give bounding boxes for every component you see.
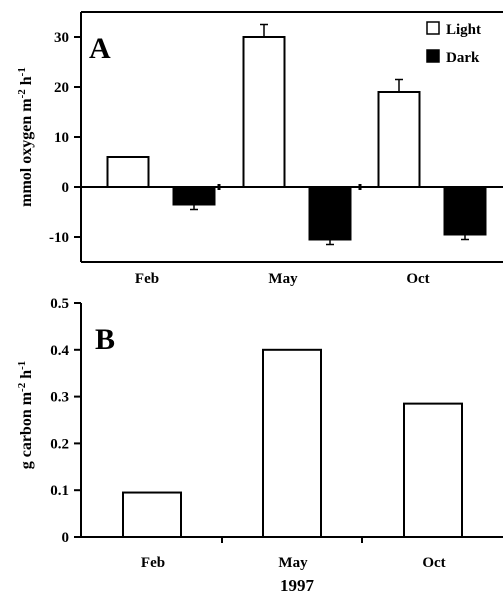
- panel-a-bar-light: [242, 36, 286, 188]
- panel-a-y-tick-label: 20: [54, 80, 69, 96]
- panel-b-y-axis-title: g carbon m-2 h-1: [16, 361, 35, 470]
- panel-a-bar-light: [377, 91, 421, 188]
- panel-b-category-label: May: [278, 555, 308, 571]
- panel-b-y-tick-label: 0.1: [50, 483, 69, 499]
- panel-a-category-label: Feb: [135, 271, 159, 287]
- panel-b-category-label: Oct: [422, 555, 445, 571]
- panel-b-bar: [262, 348, 322, 538]
- panel-a-bar-dark: [308, 186, 352, 241]
- panel-b-letter: B: [95, 323, 115, 356]
- panel-a-y-tick-label: 10: [54, 130, 69, 146]
- panel-b-bar: [122, 491, 182, 539]
- panel-a-bar-dark: [172, 186, 216, 206]
- panel-a-y-tick-label: 30: [54, 30, 69, 46]
- panel-a-bar-light: [106, 156, 150, 188]
- panel-a-bar-dark: [443, 186, 487, 236]
- panel-a-y-tick-label: -10: [49, 230, 69, 246]
- panel-b-y-tick-label: 0.4: [50, 343, 69, 359]
- legend-dark-label: Dark: [446, 50, 480, 66]
- panel-b-x-axis-title: 1997: [280, 576, 315, 595]
- panel-b-bar: [403, 402, 463, 538]
- panel-a-category-label: May: [268, 271, 298, 287]
- panel-b: 0.5 0.4 0.3 0.2 0.1 0 Feb May Oct B g carbon m-…: [16, 296, 503, 595]
- panel-b-category-label: Feb: [141, 555, 165, 571]
- panel-b-y-tick-label: 0.2: [50, 436, 69, 452]
- panel-b-y-tick-label: 0.3: [50, 390, 69, 406]
- panel-a-category-label: Oct: [406, 271, 429, 287]
- panel-a: 30 20 10 0 -10 Feb May Oct A mmol oxygen m-2 h…: [16, 11, 503, 287]
- legend-dark-swatch: [426, 49, 440, 63]
- panel-a-legend: Light Dark: [426, 21, 481, 66]
- panel-b-y-tick-label: 0: [62, 530, 70, 546]
- panel-a-y-tick-label: 0: [62, 180, 70, 196]
- legend-light-label: Light: [446, 22, 481, 38]
- panel-a-y-axis-title: mmol oxygen m-2 h-1: [16, 67, 35, 207]
- legend-light-swatch: [426, 21, 440, 35]
- panel-b-y-tick-label: 0.5: [50, 296, 69, 312]
- panel-a-letter: A: [89, 32, 111, 65]
